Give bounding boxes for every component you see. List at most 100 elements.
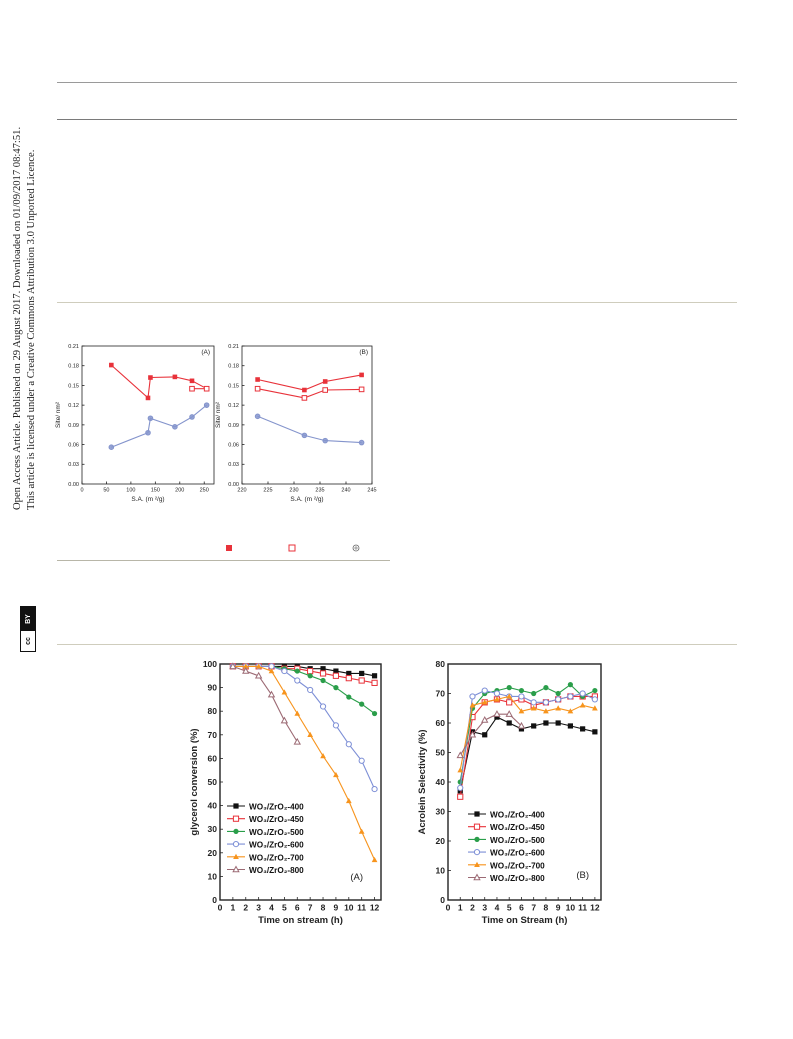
legend-entry-1: WO₃/ZrO₂-450 [227,815,304,824]
data-point [109,362,114,368]
y-tick-label: 40 [208,801,218,811]
legend-label: WO₃/ZrO₂-400 [490,811,545,820]
data-point [542,699,550,706]
y-tick-label: 50 [208,777,218,787]
y-tick-label: 0.15 [68,383,79,389]
data-point [307,673,313,679]
data-point [145,429,151,436]
data-point [172,374,178,380]
rule-top [57,82,737,83]
data-point [371,679,378,686]
x-axis-label: Time on Stream (h) [482,915,568,926]
x-tick-label: 11 [357,903,366,913]
data-point [456,751,464,759]
y-tick-label: 0.06 [228,442,239,448]
circle-plus-icon [352,544,360,552]
data-point [332,722,340,729]
y-axis-label: Site/ nm² [215,401,222,428]
series-4 [457,693,598,773]
data-point [517,721,526,729]
y-axis-label: glycerol conversion (%) [189,728,200,835]
data-point [320,677,326,684]
legend-marker [233,828,239,834]
x-tick-label: 1 [231,903,236,913]
data-point [333,685,339,691]
data-point [333,668,339,674]
y-tick-label: 20 [436,836,446,846]
x-tick-label: 235 [315,488,324,494]
y-tick-label: 20 [208,848,218,858]
cc-by-license-icon[interactable]: cc BY [20,606,36,652]
y-tick-label: 0.12 [228,403,239,409]
y-tick-label: 0.12 [68,403,79,409]
sidebar-publication-line: Open Access Article. Published on 29 Aug… [12,126,23,510]
x-tick-label: 225 [263,488,272,494]
data-point [254,385,261,392]
y-tick-label: 60 [208,753,218,763]
data-point [293,737,301,745]
legend-label: WO₃/ZrO₂-700 [490,861,545,870]
series-line [111,404,208,448]
data-point [580,726,586,732]
data-point [302,387,307,393]
panel-label: (B) [359,349,368,356]
data-point [567,723,573,729]
data-point [457,793,464,800]
y-axis-label: Site/ nm² [55,401,62,428]
sidebar-license-line[interactable]: This article is licensed under a Creativ… [26,149,37,510]
data-point [371,710,378,717]
data-point [322,387,329,393]
x-axis-label: Time on stream (h) [258,915,343,926]
series-line [257,388,362,399]
y-tick-label: 0.06 [68,442,79,448]
data-point [518,726,525,732]
data-point [579,702,586,708]
x-tick-label: 200 [175,488,184,494]
data-point [481,699,488,705]
data-point [320,753,326,759]
legend-entry-4: WO₃/ZrO₂-700 [227,853,304,862]
series-line [459,683,596,783]
x-axis-label: S.A. (m ²/g) [131,496,164,503]
series-line [232,665,376,790]
rule-table-bottom [57,119,737,120]
data-point [555,690,561,697]
y-tick-label: 30 [208,824,218,834]
data-point [345,797,352,804]
data-point [333,771,339,778]
y-tick-label: 80 [436,659,446,669]
data-point [505,710,513,717]
x-tick-label: 10 [344,903,354,913]
series-line [459,695,595,797]
y-tick-label: 50 [436,747,446,757]
data-point [268,668,275,674]
legend-entry-5: WO₃/ZrO₂-800 [468,873,545,883]
x-tick-label: 8 [544,903,549,913]
legend-label: WO₃/ZrO₂-800 [490,874,545,883]
legend-label: WO₃/ZrO₂-500 [249,828,304,837]
data-point [319,670,327,677]
legend-marker [473,873,481,881]
series-2 [108,402,210,450]
legend-entry-0: WO₃/ZrO₂-400 [227,803,304,812]
data-point [189,414,195,420]
series-5 [229,662,301,745]
x-tick-label: 7 [308,903,313,913]
data-point [494,714,500,720]
data-point [481,687,488,694]
x-tick-label: 12 [370,903,380,913]
data-point [555,696,562,703]
series-line [257,374,362,391]
x-tick-label: 240 [341,488,350,494]
data-point [543,720,549,726]
data-point [481,716,489,723]
legend-marker [232,815,240,822]
x-tick-label: 5 [507,903,512,913]
legend-marker [473,849,481,856]
y-tick-label: 0.15 [228,383,239,389]
legend-label: WO₃/ZrO₂-500 [490,836,545,845]
data-point [322,379,328,384]
x-tick-label: 9 [334,903,339,913]
y-tick-label: 40 [436,777,446,787]
data-point [493,710,501,717]
